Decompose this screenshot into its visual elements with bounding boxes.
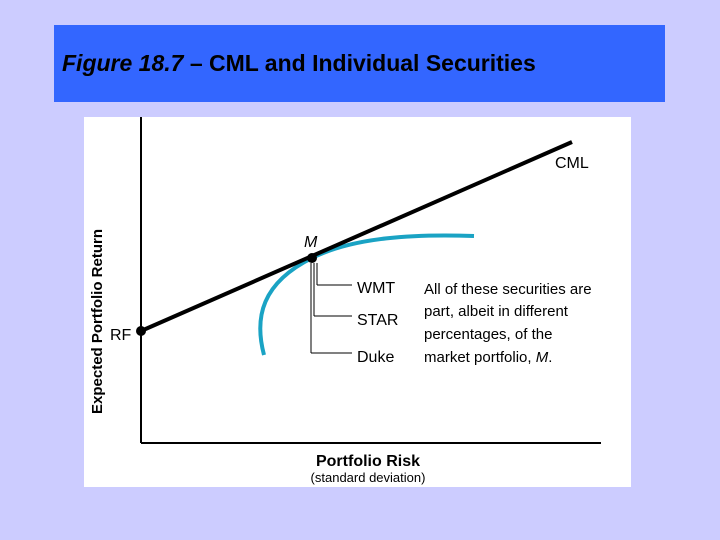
security-label-wmt: WMT — [357, 280, 395, 297]
title-bar: Figure 18.7 – CML and Individual Securit… — [54, 25, 665, 102]
note-line: All of these securities are — [424, 281, 592, 298]
note-text: All of these securities are part, albeit… — [424, 281, 592, 366]
security-label-star: STAR — [357, 312, 398, 329]
market-portfolio-point — [307, 253, 317, 263]
note-line-last: market portfolio, M. — [424, 349, 552, 366]
cml-line — [140, 140, 573, 333]
figure-panel: Expected Portfolio Return CML M RF WMT S… — [84, 117, 631, 487]
rf-label: RF — [110, 327, 132, 344]
note-market-italic: M — [536, 349, 549, 366]
x-axis-label: Portfolio Risk — [316, 453, 420, 470]
note-end: . — [548, 349, 552, 366]
securities-bracket — [310, 263, 352, 354]
cml-label: CML — [555, 155, 589, 172]
slide-title: Figure 18.7 – CML and Individual Securit… — [62, 50, 536, 77]
x-axis-sublabel: (standard deviation) — [311, 470, 426, 485]
note-line: percentages, of the — [424, 326, 552, 343]
cml-diagram: Expected Portfolio Return CML M RF WMT S… — [89, 117, 601, 485]
note-line: part, albeit in different — [424, 303, 569, 320]
security-label-duke: Duke — [357, 349, 394, 366]
title-caption: – CML and Individual Securities — [183, 50, 536, 76]
note-line-last-text: market portfolio, — [424, 349, 536, 366]
y-axis-label: Expected Portfolio Return — [89, 229, 106, 414]
market-label: M — [304, 234, 318, 251]
figure-number: Figure 18.7 — [62, 50, 184, 76]
risk-free-point — [136, 326, 146, 336]
